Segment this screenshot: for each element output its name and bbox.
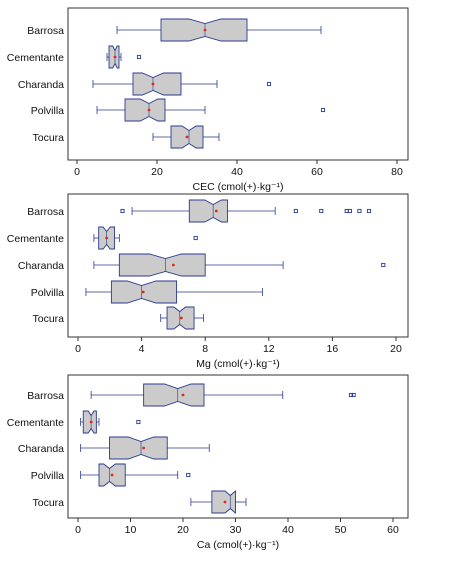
mean-marker [179, 316, 183, 320]
category-label: Barrosa [27, 25, 64, 37]
box-barrosa: Barrosa [27, 18, 322, 42]
plot-frame [67, 193, 409, 338]
x-tick-label: 20 [151, 166, 163, 178]
box-polvilla: Polvilla [31, 98, 326, 122]
chart-panel-2: 0 4 8 12 16 20 Mg (cmol(+)·kg⁻¹) Barrosa Cementa… [7, 193, 409, 370]
category-label: Tocura [32, 132, 64, 144]
x-tick-label: 12 [263, 343, 275, 355]
outlier-point [136, 419, 141, 425]
x-axis-label: Mg (cmol(+)·kg⁻¹) [196, 358, 279, 370]
category-label: Cementante [7, 417, 64, 429]
category-label: Charanda [18, 260, 64, 272]
notched-box [109, 436, 168, 460]
box-cementante: Cementante [7, 45, 142, 69]
x-tick-label: 60 [387, 524, 399, 536]
outlier-point [120, 208, 125, 214]
x-tick-label: 0 [74, 166, 80, 178]
x-tick-label: 10 [125, 524, 137, 536]
outlier-point [266, 81, 272, 87]
x-tick-label: 16 [327, 343, 339, 355]
mean-marker [110, 473, 114, 477]
category-label: Polvilla [31, 287, 64, 299]
category-label: Tocura [32, 497, 64, 509]
box-tocura: Tocura [32, 490, 247, 514]
notched-box [118, 253, 206, 277]
plot-frame [67, 374, 409, 519]
category-label: Polvilla [31, 105, 64, 117]
mean-marker [214, 209, 218, 213]
box-cementante: Cementante [7, 226, 198, 250]
x-axis-label: CEC (cmol(+)·kg⁻¹) [193, 181, 284, 193]
outlier-point [348, 392, 354, 398]
chart-panel-3: 0 10 20 30 40 50 60 Ca (cmol(+)·kg⁻¹) Barrosa Cem… [7, 374, 409, 551]
outlier-point [366, 208, 372, 214]
box-polvilla: Polvilla [31, 463, 191, 487]
mean-marker [105, 236, 109, 240]
x-tick-label: 40 [231, 166, 243, 178]
mean-marker [147, 108, 151, 112]
category-label: Cementante [7, 233, 64, 245]
x-tick-label: 80 [391, 166, 403, 178]
mean-marker [203, 28, 207, 32]
box-tocura: Tocura [32, 125, 220, 149]
plot-frame [67, 7, 409, 161]
outlier-point [344, 208, 349, 214]
box-tocura: Tocura [32, 306, 205, 330]
category-label: Barrosa [27, 390, 64, 402]
outlier-point [293, 208, 298, 214]
category-label: Tocura [32, 313, 64, 325]
outlier-point [319, 208, 324, 214]
mean-marker [181, 393, 185, 397]
box-polvilla: Polvilla [31, 280, 263, 304]
x-tick-label: 30 [230, 524, 242, 536]
box-cementante: Cementante [7, 410, 141, 434]
outlier-point [186, 472, 191, 478]
notched-box [124, 98, 166, 122]
outlier-point [347, 208, 352, 214]
mean-marker [172, 263, 175, 267]
box-barrosa: Barrosa [27, 383, 356, 407]
category-label: Barrosa [27, 206, 64, 218]
category-label: Charanda [18, 443, 64, 455]
outlier-point [320, 107, 326, 113]
x-tick-label: 20 [177, 524, 189, 536]
notched-box [132, 72, 182, 96]
outlier-point [357, 208, 362, 214]
category-label: Polvilla [31, 470, 64, 482]
mean-marker [113, 55, 117, 59]
notched-box [188, 199, 228, 223]
mean-marker [223, 500, 227, 504]
x-tick-label: 8 [202, 343, 208, 355]
mean-marker [151, 82, 155, 86]
x-tick-label: 60 [311, 166, 323, 178]
x-tick-label: 0 [75, 343, 81, 355]
x-tick-label: 4 [139, 343, 145, 355]
outlier-point [381, 262, 386, 268]
category-label: Cementante [7, 52, 64, 64]
x-tick-label: 40 [282, 524, 294, 536]
x-axis-label: Ca (cmol(+)·kg⁻¹) [197, 539, 279, 551]
box-charanda: Charanda [18, 72, 272, 96]
category-label: Charanda [18, 79, 64, 91]
mean-marker [185, 135, 189, 139]
box-charanda: Charanda [18, 253, 386, 277]
box-charanda: Charanda [18, 436, 210, 460]
box-barrosa: Barrosa [27, 199, 372, 223]
x-tick-label: 50 [335, 524, 347, 536]
notched-box [143, 383, 205, 407]
outlier-point [351, 392, 356, 398]
outlier-point [136, 54, 142, 60]
mean-marker [89, 420, 93, 424]
chart-panel-1: 0 20 40 60 80 CEC (cmol(+)·kg⁻¹) Barrosa Cement… [7, 7, 409, 193]
outlier-point [193, 235, 198, 241]
x-tick-label: 0 [75, 524, 81, 536]
x-tick-label: 20 [390, 343, 402, 355]
mean-marker [141, 290, 145, 294]
mean-marker [142, 446, 146, 450]
